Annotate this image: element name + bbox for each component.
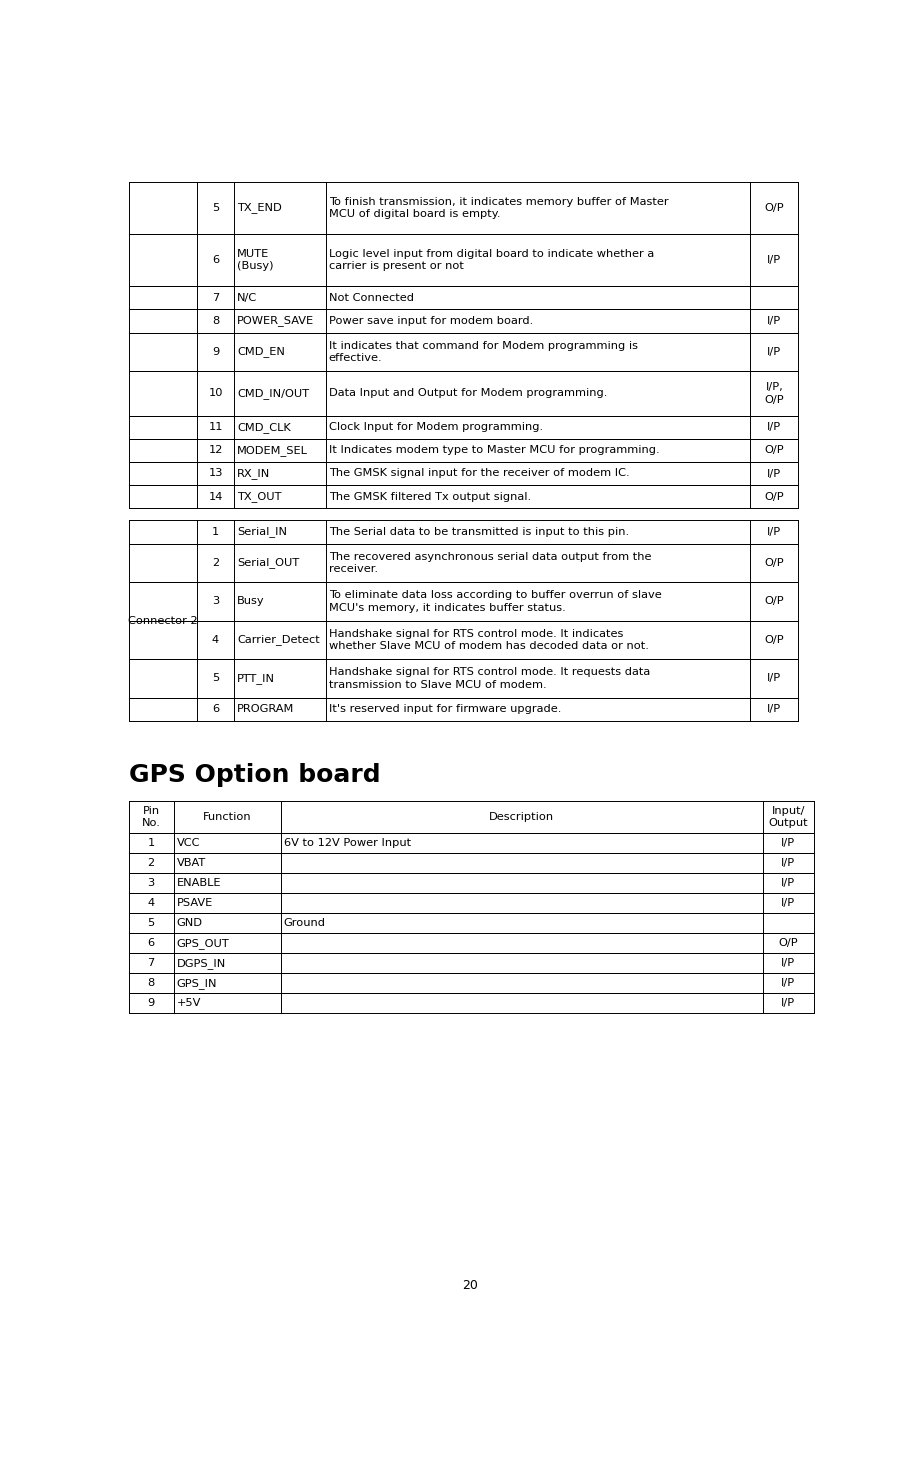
Text: O/P: O/P bbox=[765, 596, 784, 607]
Text: 3: 3 bbox=[212, 596, 219, 607]
Text: PROGRAM: PROGRAM bbox=[237, 704, 295, 714]
Text: O/P: O/P bbox=[765, 445, 784, 455]
Text: O/P: O/P bbox=[765, 635, 784, 645]
Text: Function: Function bbox=[203, 812, 252, 823]
Text: Logic level input from digital board to indicate whether a
carrier is present or: Logic level input from digital board to … bbox=[329, 250, 654, 272]
Text: TX_END: TX_END bbox=[237, 203, 282, 213]
Text: 1: 1 bbox=[148, 839, 155, 848]
Text: O/P: O/P bbox=[765, 558, 784, 569]
Text: Serial_IN: Serial_IN bbox=[237, 526, 287, 538]
Text: CMD_IN/OUT: CMD_IN/OUT bbox=[237, 388, 309, 400]
Text: Data Input and Output for Modem programming.: Data Input and Output for Modem programm… bbox=[329, 388, 607, 398]
Text: Power save input for modem board.: Power save input for modem board. bbox=[329, 316, 533, 326]
Text: I/P: I/P bbox=[767, 347, 781, 357]
Text: 11: 11 bbox=[208, 422, 223, 432]
Text: I/P: I/P bbox=[767, 316, 781, 326]
Text: 3: 3 bbox=[148, 878, 155, 889]
Text: 6: 6 bbox=[212, 256, 219, 266]
Text: CMD_EN: CMD_EN bbox=[237, 347, 285, 357]
Text: I/P: I/P bbox=[767, 673, 781, 683]
Text: I/P: I/P bbox=[781, 958, 795, 968]
Text: POWER_SAVE: POWER_SAVE bbox=[237, 316, 314, 326]
Text: 20: 20 bbox=[463, 1279, 478, 1293]
Text: Handshake signal for RTS control mode. It requests data
transmission to Slave MC: Handshake signal for RTS control mode. I… bbox=[329, 667, 650, 689]
Text: Connector 2: Connector 2 bbox=[128, 616, 197, 626]
Text: Carrier_Detect: Carrier_Detect bbox=[237, 635, 320, 645]
Text: 5: 5 bbox=[212, 673, 219, 683]
Text: GND: GND bbox=[177, 918, 203, 928]
Text: O/P: O/P bbox=[765, 492, 784, 501]
Text: Handshake signal for RTS control mode. It indicates
whether Slave MCU of modem h: Handshake signal for RTS control mode. I… bbox=[329, 629, 648, 651]
Text: I/P: I/P bbox=[781, 999, 795, 1008]
Text: N/C: N/C bbox=[237, 292, 257, 303]
Text: 7: 7 bbox=[148, 958, 155, 968]
Text: +5V: +5V bbox=[177, 999, 201, 1008]
Text: Not Connected: Not Connected bbox=[329, 292, 414, 303]
Text: 5: 5 bbox=[212, 203, 219, 213]
Text: Pin
No.: Pin No. bbox=[141, 805, 161, 829]
Text: 4: 4 bbox=[148, 898, 155, 908]
Text: MODEM_SEL: MODEM_SEL bbox=[237, 445, 308, 455]
Text: I/P: I/P bbox=[767, 527, 781, 538]
Text: The GMSK signal input for the receiver of modem IC.: The GMSK signal input for the receiver o… bbox=[329, 469, 629, 479]
Text: Serial_OUT: Serial_OUT bbox=[237, 557, 299, 569]
Text: DGPS_IN: DGPS_IN bbox=[177, 958, 226, 968]
Text: 6V to 12V Power Input: 6V to 12V Power Input bbox=[284, 839, 411, 848]
Text: 5: 5 bbox=[148, 918, 155, 928]
Text: 12: 12 bbox=[208, 445, 223, 455]
Text: 9: 9 bbox=[148, 999, 155, 1008]
Text: I/P: I/P bbox=[767, 704, 781, 714]
Text: RX_IN: RX_IN bbox=[237, 469, 271, 479]
Text: 2: 2 bbox=[148, 858, 155, 868]
Text: 14: 14 bbox=[208, 492, 223, 501]
Text: To finish transmission, it indicates memory buffer of Master
MCU of digital boar: To finish transmission, it indicates mem… bbox=[329, 197, 668, 219]
Text: GPS Option board: GPS Option board bbox=[129, 762, 380, 787]
Text: O/P: O/P bbox=[765, 203, 784, 213]
Text: 6: 6 bbox=[212, 704, 219, 714]
Text: ENABLE: ENABLE bbox=[177, 878, 221, 889]
Text: 6: 6 bbox=[148, 939, 155, 948]
Text: I/P,
O/P: I/P, O/P bbox=[765, 382, 784, 404]
Text: I/P: I/P bbox=[767, 422, 781, 432]
Text: GPS_IN: GPS_IN bbox=[177, 978, 218, 989]
Text: VBAT: VBAT bbox=[177, 858, 206, 868]
Text: 2: 2 bbox=[212, 558, 219, 569]
Text: Ground: Ground bbox=[284, 918, 326, 928]
Text: The Serial data to be transmitted is input to this pin.: The Serial data to be transmitted is inp… bbox=[329, 527, 629, 538]
Text: CMD_CLK: CMD_CLK bbox=[237, 422, 291, 433]
Text: I/P: I/P bbox=[767, 256, 781, 266]
Text: The GMSK filtered Tx output signal.: The GMSK filtered Tx output signal. bbox=[329, 492, 531, 501]
Text: PTT_IN: PTT_IN bbox=[237, 673, 275, 683]
Text: 1: 1 bbox=[212, 527, 219, 538]
Text: I/P: I/P bbox=[767, 469, 781, 479]
Text: It indicates that command for Modem programming is
effective.: It indicates that command for Modem prog… bbox=[329, 341, 638, 363]
Text: It's reserved input for firmware upgrade.: It's reserved input for firmware upgrade… bbox=[329, 704, 561, 714]
Text: 9: 9 bbox=[212, 347, 219, 357]
Text: VCC: VCC bbox=[177, 839, 200, 848]
Text: 8: 8 bbox=[148, 978, 155, 989]
Text: 8: 8 bbox=[212, 316, 219, 326]
Text: MUTE
(Busy): MUTE (Busy) bbox=[237, 250, 274, 272]
Text: Description: Description bbox=[489, 812, 554, 823]
Text: I/P: I/P bbox=[781, 839, 795, 848]
Text: I/P: I/P bbox=[781, 878, 795, 889]
Text: Clock Input for Modem programming.: Clock Input for Modem programming. bbox=[329, 422, 543, 432]
Text: 10: 10 bbox=[208, 388, 223, 398]
Text: 4: 4 bbox=[212, 635, 219, 645]
Text: O/P: O/P bbox=[778, 939, 798, 948]
Text: To eliminate data loss according to buffer overrun of slave
MCU's memory, it ind: To eliminate data loss according to buff… bbox=[329, 591, 661, 613]
Text: Busy: Busy bbox=[237, 596, 264, 607]
Text: I/P: I/P bbox=[781, 978, 795, 989]
Text: Input/
Output: Input/ Output bbox=[768, 805, 808, 829]
Text: 7: 7 bbox=[212, 292, 219, 303]
Text: TX_OUT: TX_OUT bbox=[237, 491, 282, 502]
Text: I/P: I/P bbox=[781, 858, 795, 868]
Text: PSAVE: PSAVE bbox=[177, 898, 213, 908]
Text: GPS_OUT: GPS_OUT bbox=[177, 937, 230, 949]
Text: I/P: I/P bbox=[781, 898, 795, 908]
Text: It Indicates modem type to Master MCU for programming.: It Indicates modem type to Master MCU fo… bbox=[329, 445, 659, 455]
Text: The recovered asynchronous serial data output from the
receiver.: The recovered asynchronous serial data o… bbox=[329, 552, 651, 574]
Text: 13: 13 bbox=[208, 469, 223, 479]
